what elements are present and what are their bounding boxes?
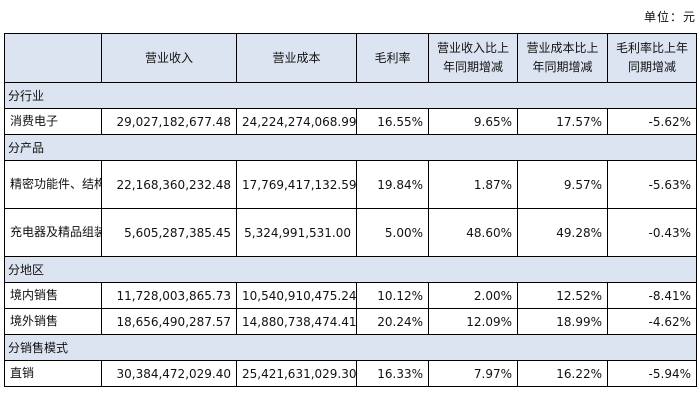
section-row-region: 分地区 [4, 256, 697, 283]
revenue-change-cell: 12.09% [428, 308, 518, 335]
revenue-cell: 11,728,003,865.73 [101, 282, 237, 309]
cost-change-cell: 17.57% [517, 108, 608, 135]
cost-change-cell: 9.57% [517, 160, 608, 209]
cost-change-cell: 12.52% [517, 282, 608, 309]
cost-cell: 17,769,417,132.59 [236, 160, 357, 209]
revenue-cell: 22,168,360,232.48 [101, 160, 237, 209]
row-label: 消费电子 [4, 108, 102, 135]
cost-change-cell: 16.22% [517, 360, 608, 387]
table-row: 境外销售 18,656,490,287.57 14,880,738,474.41… [4, 308, 697, 335]
section-title: 分销售模式 [4, 334, 697, 361]
header-cell-margin: 毛利率 [356, 33, 429, 83]
revenue-cell: 18,656,490,287.57 [101, 308, 237, 335]
row-label: 直销 [4, 360, 102, 387]
section-row-product: 分产品 [4, 134, 697, 161]
cost-change-cell: 18.99% [517, 308, 608, 335]
table-row: 精密功能件、结构件及模组 22,168,360,232.48 17,769,41… [4, 160, 697, 209]
table-row: 直销 30,384,472,029.40 25,421,631,029.30 1… [4, 360, 697, 387]
table-row: 充电器及精品组装 5,605,287,385.45 5,324,991,531.… [4, 208, 697, 257]
header-cell-revenue: 营业收入 [101, 33, 237, 83]
section-title: 分产品 [4, 134, 697, 161]
header-cell-margin-change: 毛利率比上年同期增减 [607, 33, 697, 83]
table-row: 境内销售 11,728,003,865.73 10,540,910,475.24… [4, 282, 697, 309]
section-title: 分行业 [4, 82, 697, 109]
margin-change-cell: -5.94% [607, 360, 697, 387]
margin-change-cell: -4.62% [607, 308, 697, 335]
row-label: 充电器及精品组装 [4, 208, 102, 257]
section-title: 分地区 [4, 256, 697, 283]
revenue-change-cell: 9.65% [428, 108, 518, 135]
cost-cell: 14,880,738,474.41 [236, 308, 357, 335]
margin-change-cell: -5.62% [607, 108, 697, 135]
margin-change-cell: -5.63% [607, 160, 697, 209]
margin-cell: 10.12% [356, 282, 429, 309]
section-row-sales-mode: 分销售模式 [4, 334, 697, 361]
revenue-change-cell: 7.97% [428, 360, 518, 387]
revenue-cell: 5,605,287,385.45 [101, 208, 237, 257]
unit-label: 单位：元 [643, 10, 696, 24]
margin-cell: 19.84% [356, 160, 429, 209]
row-label: 境外销售 [4, 308, 102, 335]
cost-cell: 10,540,910,475.24 [236, 282, 357, 309]
row-label: 精密功能件、结构件及模组 [4, 160, 102, 209]
revenue-cell: 29,027,182,677.48 [101, 108, 237, 135]
header-cell-cost: 营业成本 [236, 33, 357, 83]
cost-cell: 5,324,991,531.00 [236, 208, 357, 257]
revenue-change-cell: 48.60% [428, 208, 518, 257]
section-row-industry: 分行业 [4, 82, 697, 109]
header-cell-cost-change: 营业成本比上年同期增减 [517, 33, 608, 83]
table-header-row: 营业收入 营业成本 毛利率 营业收入比上年同期增减 营业成本比上年同期增减 毛利… [4, 33, 697, 83]
revenue-change-cell: 1.87% [428, 160, 518, 209]
margin-cell: 20.24% [356, 308, 429, 335]
margin-cell: 16.33% [356, 360, 429, 387]
table-row: 消费电子 29,027,182,677.48 24,224,274,068.99… [4, 108, 697, 135]
margin-cell: 5.00% [356, 208, 429, 257]
row-label: 境内销售 [4, 282, 102, 309]
revenue-change-cell: 2.00% [428, 282, 518, 309]
cost-cell: 25,421,631,029.30 [236, 360, 357, 387]
margin-cell: 16.55% [356, 108, 429, 135]
revenue-breakdown-table: 营业收入 营业成本 毛利率 营业收入比上年同期增减 营业成本比上年同期增减 毛利… [4, 33, 697, 387]
header-cell-revenue-change: 营业收入比上年同期增减 [428, 33, 518, 83]
margin-change-cell: -0.43% [607, 208, 697, 257]
revenue-cell: 30,384,472,029.40 [101, 360, 237, 387]
header-cell-blank [4, 33, 102, 83]
cost-change-cell: 49.28% [517, 208, 608, 257]
cost-cell: 24,224,274,068.99 [236, 108, 357, 135]
margin-change-cell: -8.41% [607, 282, 697, 309]
